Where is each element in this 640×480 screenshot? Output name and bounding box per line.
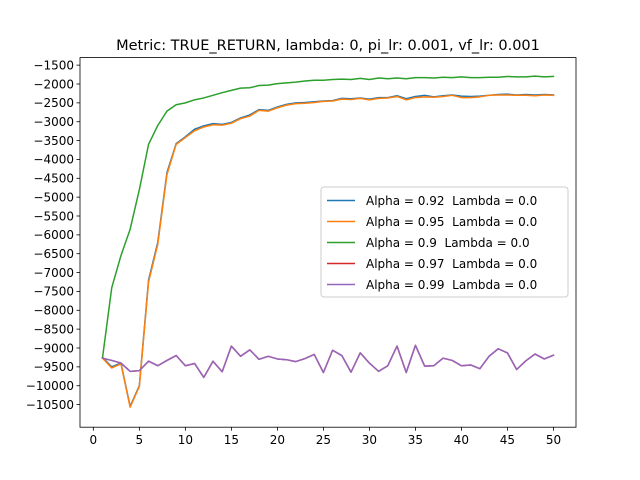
x-axis: 0 5 10 15 20 25 30 35 40 45 50 — [90, 427, 561, 447]
y-tick-label: −5500 — [33, 209, 74, 223]
y-tick-label: −6000 — [33, 228, 74, 242]
y-tick-label: −1500 — [33, 58, 74, 72]
y-tick-label: −4000 — [33, 153, 74, 167]
y-tick-label: −7000 — [33, 266, 74, 280]
y-tick-label: −5000 — [33, 190, 74, 204]
legend-frame — [320, 186, 569, 298]
series-line-2 — [101, 94, 555, 408]
x-tick-label: 25 — [316, 433, 331, 447]
legend-label-5: Alpha = 0.99 Lambda = 0.0 — [366, 278, 537, 292]
x-tick-label: 10 — [178, 433, 193, 447]
y-tick-label: −6500 — [33, 247, 74, 261]
y-axis: −10500 −10000 −9500 −9000 −8500 −8000 −7500 −70… — [26, 58, 80, 412]
chart-title: Metric: TRUE_RETURN, lambda: 0, pi_lr: 0… — [116, 38, 540, 54]
series-line-5 — [101, 344, 555, 379]
plot-frame — [79, 57, 577, 428]
y-tick-label: −3500 — [33, 134, 74, 148]
series-line-3 — [101, 75, 555, 359]
series-layer — [101, 75, 555, 408]
legend-label-2: Alpha = 0.95 Lambda = 0.0 — [366, 215, 537, 229]
y-tick-label: −8500 — [33, 322, 74, 336]
x-tick-label: 15 — [224, 433, 239, 447]
legend-label-1: Alpha = 0.92 Lambda = 0.0 — [366, 194, 537, 208]
x-tick-label: 40 — [454, 433, 469, 447]
x-tick-label: 35 — [408, 433, 423, 447]
x-tick-label: 20 — [270, 433, 285, 447]
y-tick-label: −8000 — [33, 304, 74, 318]
x-tick-label: 30 — [362, 433, 377, 447]
legend-label-3: Alpha = 0.9 Lambda = 0.0 — [366, 236, 530, 250]
y-tick-label: −4500 — [33, 172, 74, 186]
x-tick-label: 5 — [136, 433, 144, 447]
y-tick-label: −2000 — [33, 77, 74, 91]
legend: Alpha = 0.92 Lambda = 0.0 Alpha = 0.95 La… — [320, 186, 569, 298]
x-tick-label: 0 — [90, 433, 98, 447]
y-tick-label: −9500 — [33, 360, 74, 374]
y-tick-label: −10000 — [26, 379, 74, 393]
y-tick-label: −7500 — [33, 285, 74, 299]
y-tick-label: −10500 — [26, 398, 74, 412]
x-tick-label: 50 — [546, 433, 561, 447]
y-tick-label: −2500 — [33, 96, 74, 110]
y-tick-label: −9000 — [33, 341, 74, 355]
y-tick-label: −3000 — [33, 115, 74, 129]
legend-label-4: Alpha = 0.97 Lambda = 0.0 — [366, 257, 537, 271]
x-tick-label: 45 — [500, 433, 515, 447]
